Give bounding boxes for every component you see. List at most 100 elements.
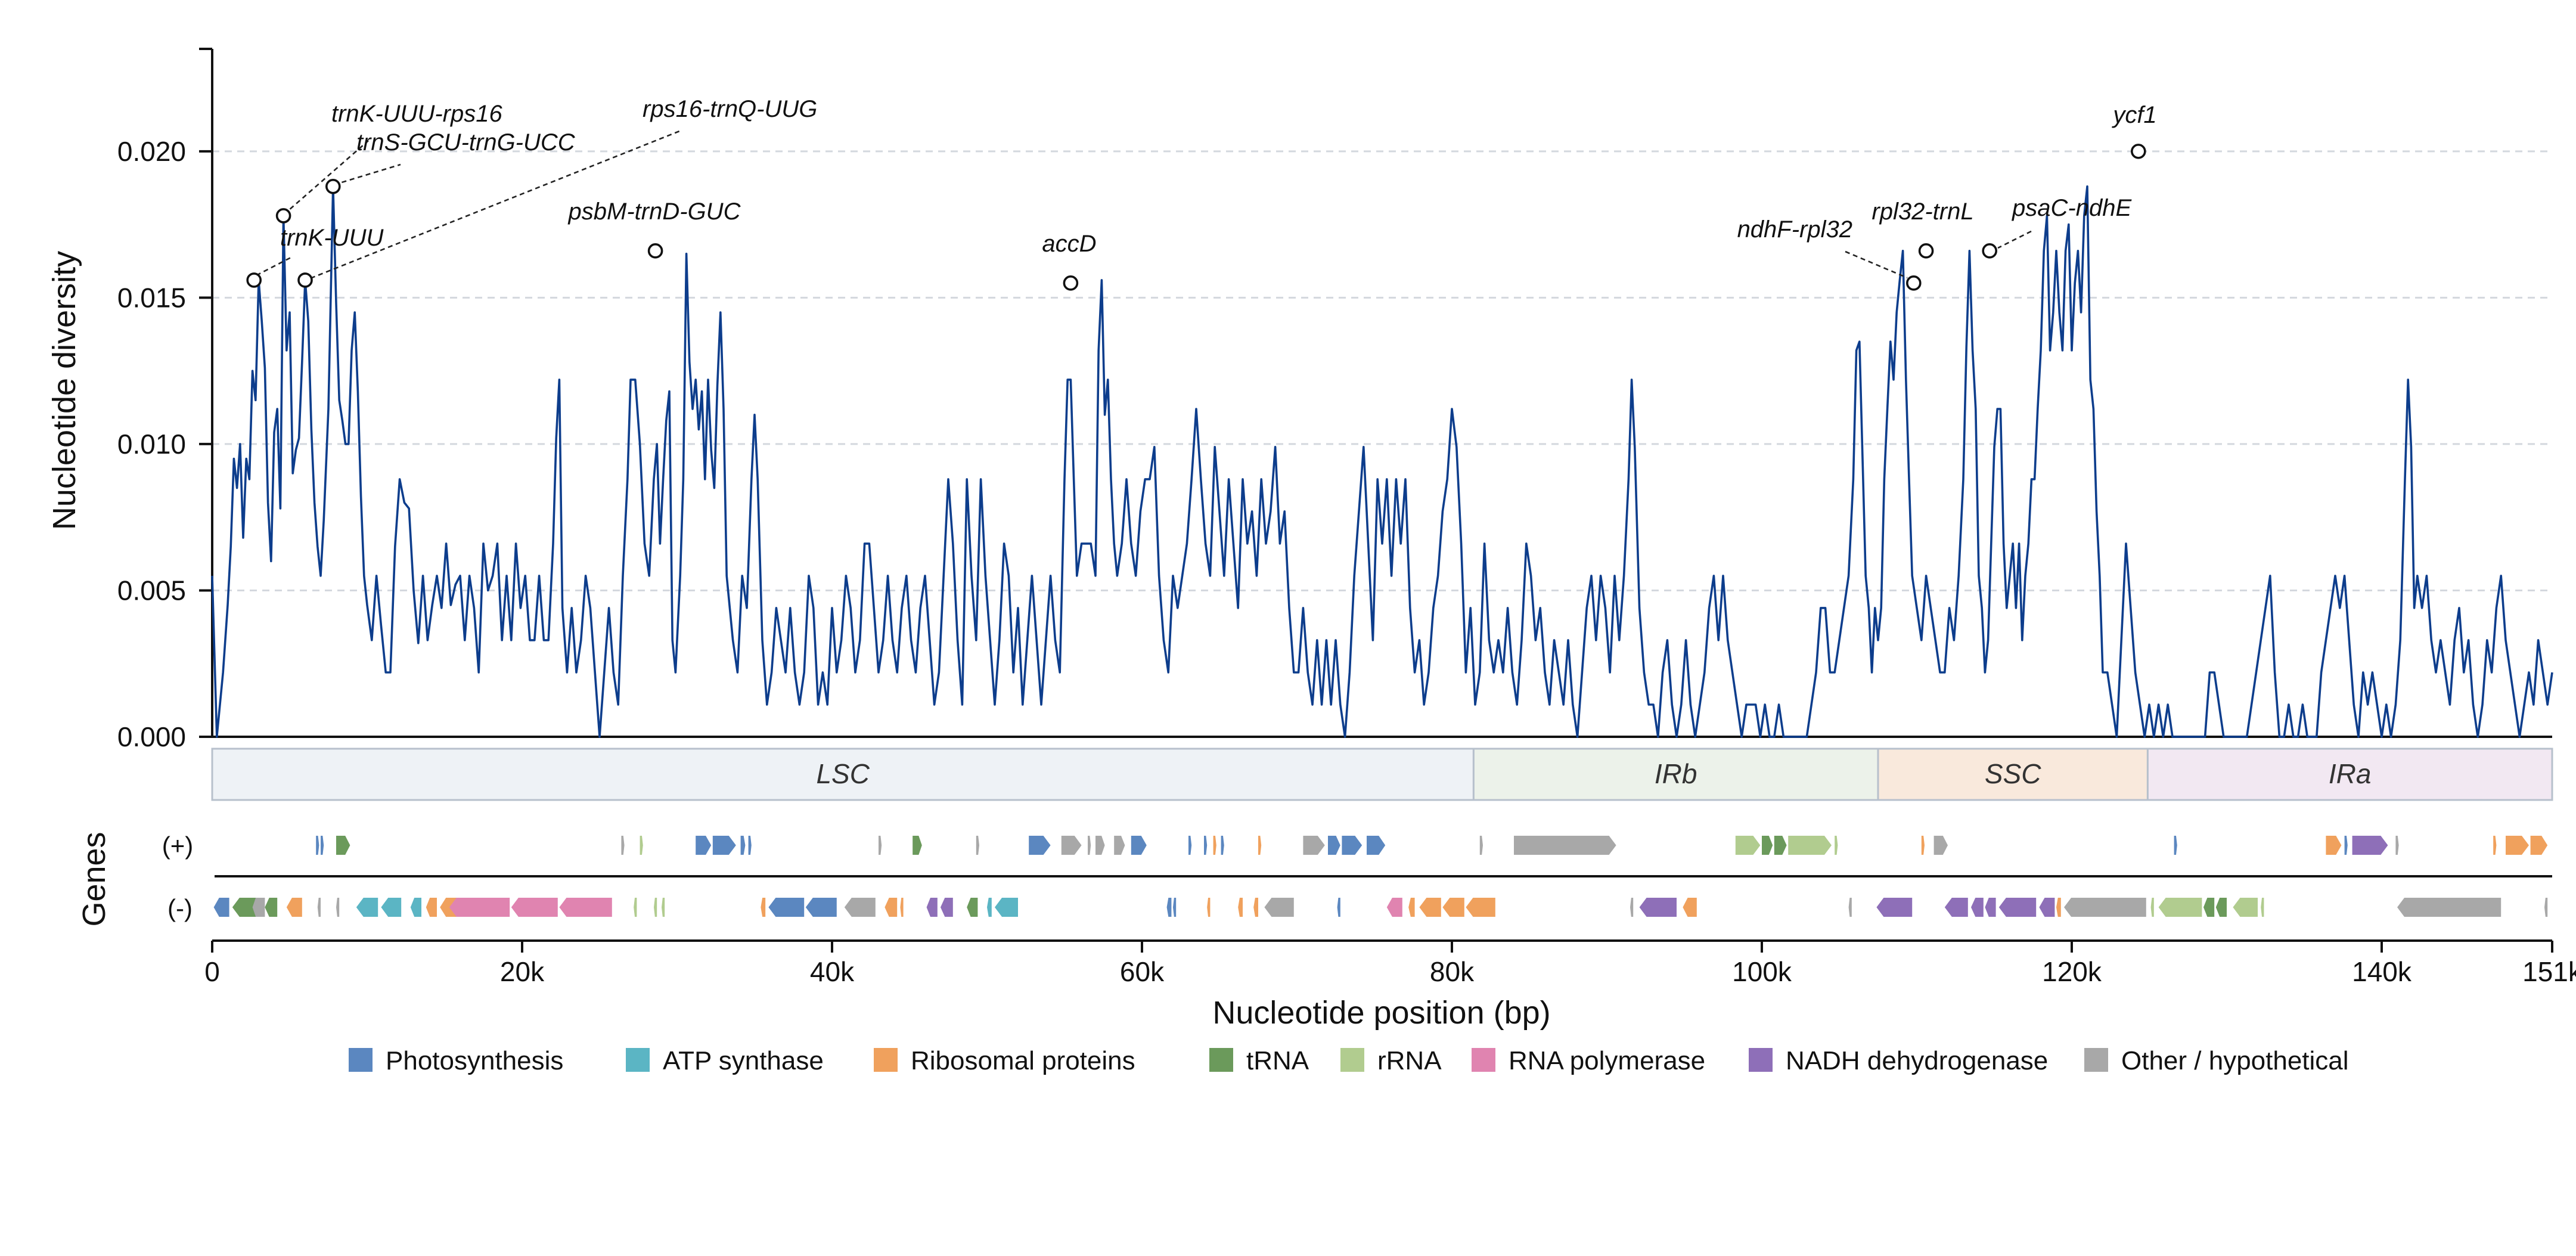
region-ssc <box>1877 748 2149 801</box>
peak-label: ndhF-rpl32 <box>1737 216 1852 243</box>
gene-block-plus <box>913 836 922 855</box>
gene-block-minus <box>2544 898 2548 917</box>
gene-block-plus <box>1221 836 1224 855</box>
gene-block-plus <box>1303 836 1325 855</box>
gene-block-minus <box>654 898 657 917</box>
minus-strand-label: (-) <box>167 894 193 922</box>
gene-block-minus <box>511 898 558 917</box>
peak-leader-line <box>1997 230 2032 249</box>
gene-block-minus <box>1971 898 1984 917</box>
gene-block-minus <box>1207 898 1211 917</box>
gene-block-plus <box>696 836 712 855</box>
gene-block-plus <box>1095 836 1105 855</box>
peak-marker <box>297 272 313 288</box>
gene-block-plus <box>2344 836 2348 855</box>
gene-block-plus <box>712 836 736 855</box>
gene-block-minus <box>559 898 612 917</box>
gene-block-plus <box>1131 836 1147 855</box>
gene-block-plus <box>976 836 979 855</box>
gene-block-minus <box>805 898 837 917</box>
peak-marker <box>325 178 341 194</box>
gene-block-minus <box>1264 898 1294 917</box>
gene-block-plus <box>2352 836 2388 855</box>
region-label: IRa <box>2329 758 2372 789</box>
peak-label: psbM-trnD-GUC <box>568 199 741 225</box>
gene-block-minus <box>254 898 265 917</box>
x-tick-label: 80k <box>1430 956 1475 987</box>
gene-block-minus <box>844 898 876 917</box>
legend-swatch-ribo <box>874 1048 898 1072</box>
gene-block-plus <box>1328 836 1340 855</box>
gene-block-minus <box>1466 898 1495 917</box>
gene-block-minus <box>1683 898 1697 917</box>
gene-block-minus <box>265 898 278 917</box>
grid-lines <box>212 150 2552 591</box>
peak-label: trnK-UUU-rps16 <box>331 101 502 127</box>
peak-label: trnK-UUU <box>280 225 384 251</box>
gene-block-minus <box>426 898 437 917</box>
gene-block-minus <box>2150 898 2154 917</box>
legend-swatch-rrna <box>1340 1048 1364 1072</box>
gene-block-plus <box>621 836 625 855</box>
gene-block-plus <box>2326 836 2342 855</box>
gene-block-minus <box>995 898 1018 917</box>
gene-block-minus <box>2397 898 2501 917</box>
x-tick-label: 40k <box>810 956 855 987</box>
gene-block-minus <box>232 898 259 917</box>
gene-block-plus <box>879 836 882 855</box>
legend-swatch-trna <box>1209 1048 1233 1072</box>
peak-label: trnS-GCU-trnG-UCC <box>356 129 576 156</box>
gene-block-plus <box>740 836 746 855</box>
gene-block-plus <box>316 836 319 855</box>
peak-leader-line <box>256 256 291 277</box>
peak-marker <box>2131 144 2146 159</box>
gene-block-minus <box>1944 898 1968 917</box>
gene-block-minus <box>449 898 510 917</box>
gene-block-minus <box>381 898 402 917</box>
legend-label-rrna: rRNA <box>1377 1046 1442 1075</box>
region-label: IRb <box>1655 758 1697 789</box>
gene-block-plus <box>1788 836 1832 855</box>
gene-block-minus <box>768 898 805 917</box>
legend-label-rnap: RNA polymerase <box>1509 1046 1705 1075</box>
gene-block-minus <box>662 898 665 917</box>
x-tick-label: 0 <box>204 956 220 987</box>
gene-block-plus <box>1213 836 1216 855</box>
gene-block-plus <box>321 836 324 855</box>
diversity-series <box>211 185 2553 738</box>
gene-block-minus <box>1876 898 1913 917</box>
x-tick-label: 120k <box>2042 956 2102 987</box>
gene-block-minus <box>987 898 992 917</box>
x-tick-label: 60k <box>1120 956 1165 987</box>
gene-block-minus <box>2039 898 2055 917</box>
y-tick-label: 0.020 <box>117 136 186 167</box>
gene-block-minus <box>926 898 938 917</box>
legend-swatch-ndh <box>1749 1048 1773 1072</box>
gene-block-plus <box>1088 836 1091 855</box>
gene-block-minus <box>2056 898 2061 917</box>
gene-block-plus <box>1479 836 1483 855</box>
genes-track-title: Genes <box>76 832 112 926</box>
peak-marker <box>275 208 291 224</box>
diversity-line <box>211 185 2553 738</box>
gene-block-minus <box>1173 898 1177 917</box>
x-tick-label: 140k <box>2352 956 2412 987</box>
gene-block-plus <box>1835 836 1838 855</box>
gene-block-plus <box>336 836 350 855</box>
peak-marker <box>246 272 262 288</box>
gene-block-minus <box>1419 898 1441 917</box>
gene-block-plus <box>1258 836 1262 855</box>
gene-block-minus <box>213 898 229 917</box>
gene-block-plus <box>1367 836 1386 855</box>
gene-block-plus <box>1921 836 1925 855</box>
y-tick-label: 0.005 <box>117 575 186 606</box>
plus-strand-label: (+) <box>162 832 194 860</box>
y-axis-title: Nucleotide diversity <box>46 251 82 530</box>
gene-block-minus <box>1998 898 2037 917</box>
y-tick-label: 0.010 <box>117 429 186 460</box>
gene-block-plus <box>1735 836 1761 855</box>
legend-label-other: Other / hypothetical <box>2121 1046 2349 1075</box>
gene-block-minus <box>2215 898 2227 917</box>
